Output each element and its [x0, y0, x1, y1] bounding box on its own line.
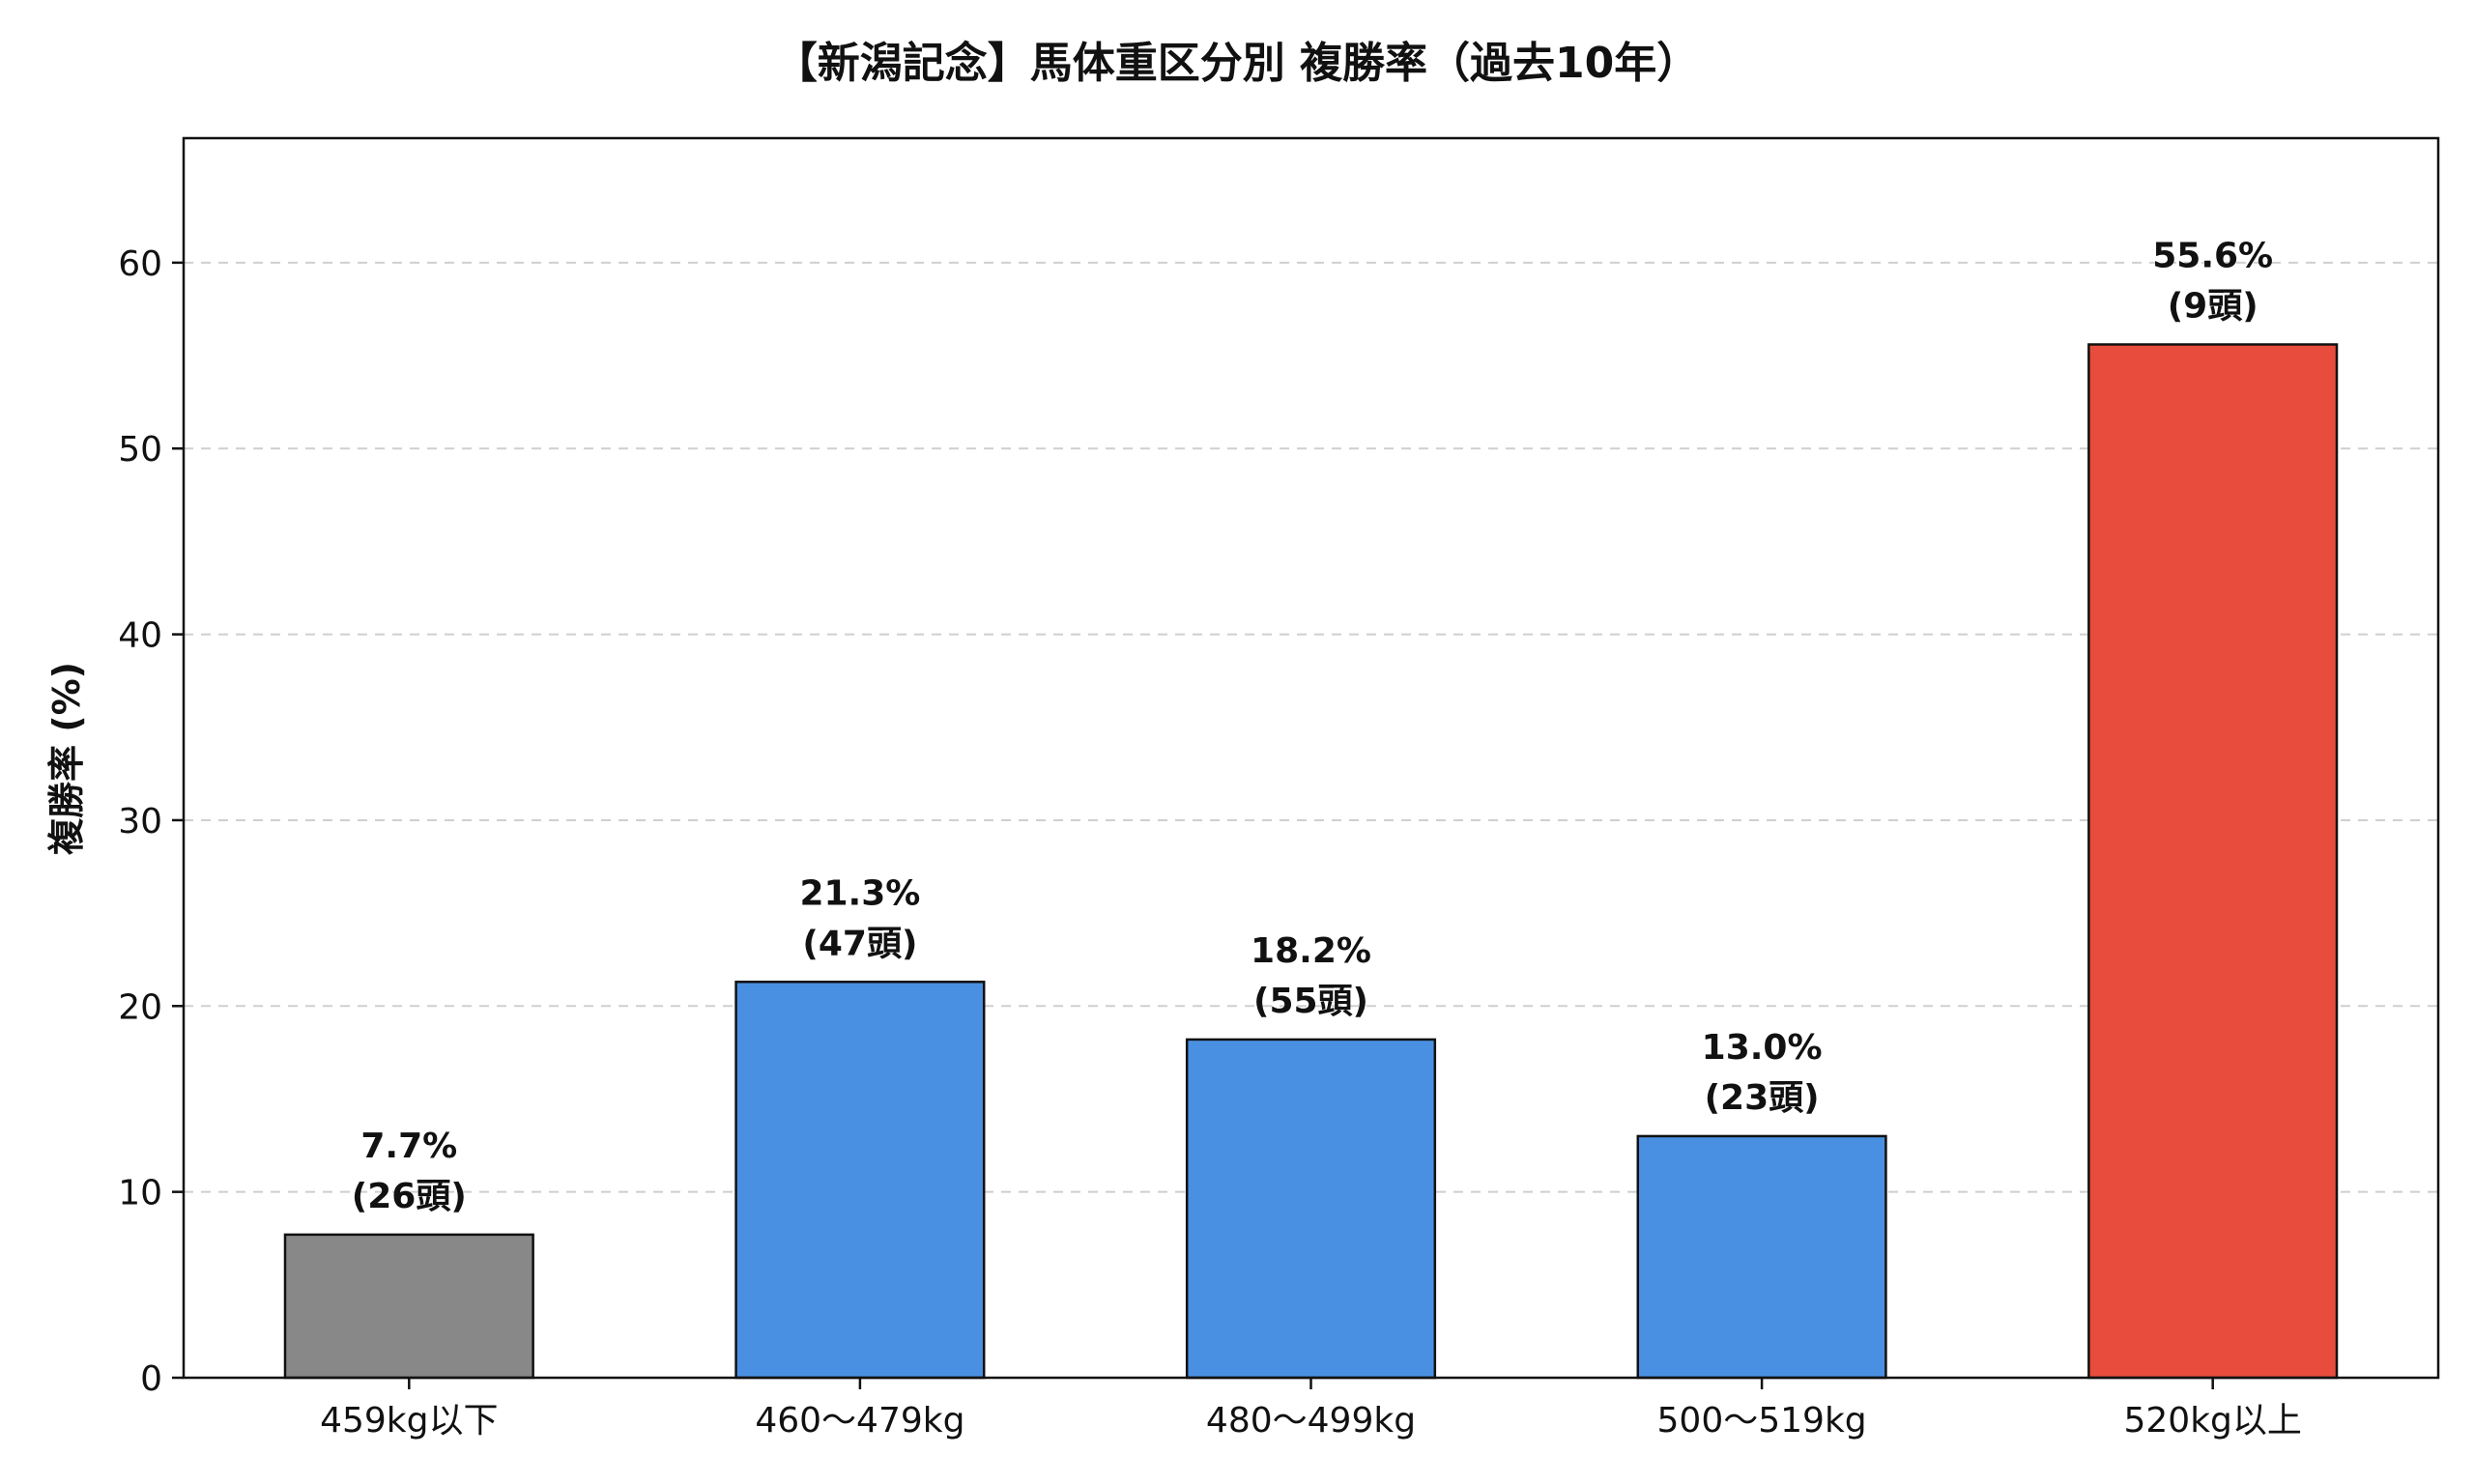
- x-tick-label: 459kg以下: [320, 1401, 498, 1441]
- grid-lines: [184, 261, 2438, 1193]
- bar-count-label: (9頭): [2168, 287, 2258, 327]
- bar-count-label: (55頭): [1253, 982, 1368, 1021]
- plot-frame: [182, 136, 2440, 1380]
- y-tick-label: 30: [118, 802, 162, 842]
- x-tick-label: 460～479kg: [755, 1401, 964, 1441]
- y-axis-label: 複勝率 (%): [45, 662, 88, 855]
- x-tick-label: 500～519kg: [1657, 1401, 1867, 1441]
- bar-value-label: 55.6%: [2152, 237, 2273, 276]
- bar: [1636, 1134, 1887, 1380]
- bar-labels: 7.7% (26頭) 21.3% (47頭) 18.2% (55頭) 13.0% (23頭) 5…: [352, 237, 2273, 1216]
- bar-value-label: 18.2%: [1251, 931, 1371, 971]
- y-tick-label: 0: [140, 1359, 162, 1399]
- y-tick-label: 40: [118, 616, 162, 656]
- y-tick-label: 60: [118, 244, 162, 284]
- bar: [283, 1233, 534, 1380]
- bar-value-label: 13.0%: [1702, 1028, 1823, 1068]
- x-tick-label: 480～499kg: [1206, 1401, 1416, 1441]
- bar-value-label: 21.3%: [799, 873, 920, 913]
- y-tick-label: 10: [118, 1174, 162, 1213]
- axes: 0 10 20 30 40 50 60 459kg以下 460～479kg 480～499kg 50…: [118, 136, 2440, 1441]
- bar-count-label: (26頭): [352, 1177, 467, 1216]
- x-tick-label: 520kg以上: [2123, 1401, 2301, 1441]
- bar: [2087, 343, 2339, 1380]
- chart-title: 【新潟記念】馬体重区分別 複勝率（過去10年）: [775, 39, 1700, 88]
- bars: [283, 343, 2339, 1380]
- bar: [1185, 1038, 1437, 1380]
- y-tick-label: 20: [118, 987, 162, 1027]
- bar-count-label: (23頭): [1705, 1078, 1820, 1118]
- bar-count-label: (47頭): [802, 924, 917, 963]
- bar: [734, 981, 986, 1380]
- y-tick-label: 50: [118, 430, 162, 470]
- bar-value-label: 7.7%: [360, 1127, 457, 1166]
